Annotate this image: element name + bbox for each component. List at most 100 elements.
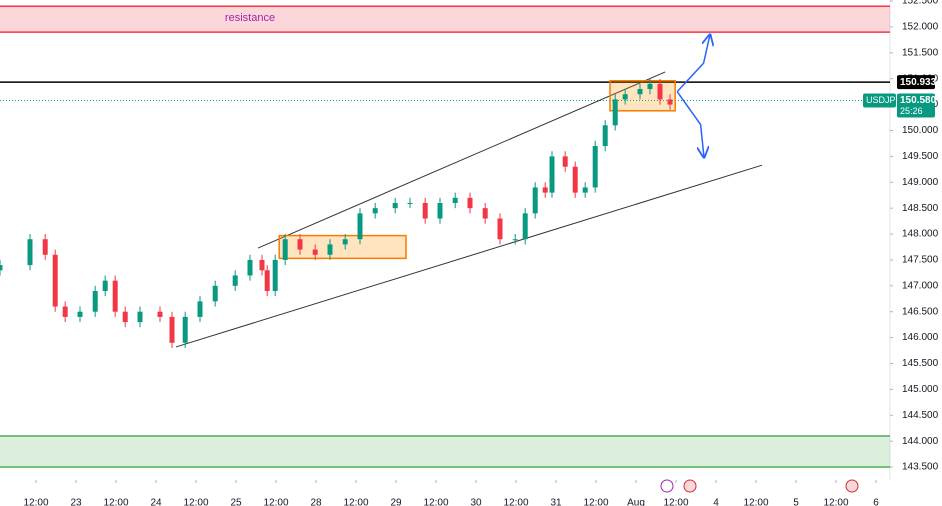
x-tick-label: 31 bbox=[550, 498, 562, 506]
candle-body bbox=[542, 187, 548, 193]
zone bbox=[0, 6, 890, 33]
event-icons bbox=[660, 479, 859, 493]
x-tick-label: 23 bbox=[70, 498, 82, 506]
y-tick-label: 149.500 bbox=[902, 151, 939, 162]
candle-body bbox=[497, 218, 503, 240]
candle-body bbox=[372, 208, 378, 214]
candle-body bbox=[582, 187, 588, 193]
candle-body bbox=[27, 239, 33, 266]
candle-body bbox=[42, 239, 48, 255]
candle-body bbox=[232, 275, 238, 286]
x-tick-label: 12:00 bbox=[583, 498, 608, 506]
candle-body bbox=[112, 280, 118, 312]
candle-body bbox=[297, 239, 303, 250]
y-tick-label: 144.000 bbox=[902, 436, 939, 447]
hline-tag-label: 150.933 bbox=[900, 77, 937, 88]
candle-body bbox=[437, 202, 443, 219]
x-tick-label: 12:00 bbox=[663, 498, 688, 506]
y-tick-label: 148.500 bbox=[902, 203, 939, 214]
y-tick-label: 147.500 bbox=[902, 255, 939, 266]
y-tick-label: 147.000 bbox=[902, 280, 939, 291]
x-tick-label: 28 bbox=[310, 498, 322, 506]
x-tick-label: 12:00 bbox=[743, 498, 768, 506]
candle-body bbox=[327, 244, 333, 255]
candle-body bbox=[169, 316, 175, 343]
candle-body bbox=[549, 156, 555, 193]
y-tick-label: 146.500 bbox=[902, 306, 939, 317]
candle-body bbox=[77, 311, 83, 317]
event-icon bbox=[683, 479, 697, 493]
trendline bbox=[257, 71, 666, 249]
x-tick-label: 12:00 bbox=[423, 498, 448, 506]
candle-body bbox=[157, 311, 163, 317]
zone bbox=[0, 435, 890, 468]
candle-body bbox=[602, 125, 608, 147]
x-tick-label: 12:00 bbox=[343, 498, 368, 506]
candle-body bbox=[647, 83, 653, 90]
zone-label: resistance bbox=[225, 12, 275, 24]
x-tick-label: 30 bbox=[470, 498, 482, 506]
x-tick-label: 12:00 bbox=[823, 498, 848, 506]
candle-body bbox=[667, 99, 673, 105]
box bbox=[278, 234, 407, 260]
candle-body bbox=[247, 259, 253, 276]
candle-body bbox=[392, 202, 398, 209]
candle-body bbox=[357, 213, 363, 240]
x-tick-label: Aug bbox=[627, 498, 645, 506]
y-tick-label: 143.500 bbox=[902, 462, 939, 473]
x-tick-label: 12:00 bbox=[103, 498, 128, 506]
candle-body bbox=[622, 94, 628, 100]
candle-body bbox=[52, 254, 58, 307]
y-tick-label: 145.500 bbox=[902, 358, 939, 369]
x-tick-label: 12:00 bbox=[263, 498, 288, 506]
candle-body bbox=[0, 265, 3, 271]
candle-body bbox=[532, 187, 538, 214]
x-tick-label: 5 bbox=[793, 498, 799, 506]
x-tick-label: 4 bbox=[713, 498, 719, 506]
candle-body bbox=[512, 239, 518, 241]
symbol-tag bbox=[863, 93, 896, 108]
candle-body bbox=[137, 311, 143, 323]
arrow bbox=[676, 35, 710, 93]
hline-tag bbox=[897, 75, 935, 90]
candle-body bbox=[62, 306, 68, 317]
x-tick-label: 6 bbox=[873, 498, 879, 506]
candle-body bbox=[657, 83, 663, 100]
candle-body bbox=[612, 99, 618, 126]
y-tick-label: 145.000 bbox=[902, 384, 939, 395]
y-tick-label: 146.000 bbox=[902, 332, 939, 343]
x-tick-label: 12:00 bbox=[23, 498, 48, 506]
x-tick-label: 24 bbox=[150, 498, 162, 506]
y-tick-label: 148.000 bbox=[902, 229, 939, 240]
candle-body bbox=[452, 197, 458, 203]
candle-body bbox=[259, 259, 265, 271]
candle-body bbox=[264, 270, 270, 292]
event-icon bbox=[845, 479, 859, 493]
y-tick-label: 149.000 bbox=[902, 177, 939, 188]
candle-body bbox=[592, 146, 598, 188]
candle-body bbox=[197, 301, 203, 317]
price-tag bbox=[897, 93, 935, 118]
price-tag-label: 150.580 bbox=[900, 95, 937, 106]
x-tick-label: 25 bbox=[230, 498, 242, 506]
y-tick-label: 152.000 bbox=[902, 22, 939, 33]
trendline bbox=[175, 164, 763, 348]
candle-body bbox=[572, 166, 578, 193]
countdown-label: 25:26 bbox=[900, 106, 923, 116]
y-tick-label: 152.500 bbox=[902, 0, 939, 7]
candle-body bbox=[342, 239, 348, 245]
y-tick-label: 150.000 bbox=[902, 125, 939, 136]
candle-body bbox=[282, 239, 288, 260]
symbol-tag-label: USDJPY bbox=[866, 95, 902, 105]
y-tick-label: 144.500 bbox=[902, 410, 939, 421]
candle-body bbox=[92, 291, 98, 312]
candle-body bbox=[182, 316, 188, 343]
arrow bbox=[676, 91, 704, 158]
candle-body bbox=[422, 202, 428, 219]
candle-body bbox=[482, 208, 488, 219]
x-tick-label: 12:00 bbox=[183, 498, 208, 506]
candle-body bbox=[522, 213, 528, 240]
candle-body bbox=[212, 285, 218, 302]
candle-body bbox=[272, 259, 278, 292]
